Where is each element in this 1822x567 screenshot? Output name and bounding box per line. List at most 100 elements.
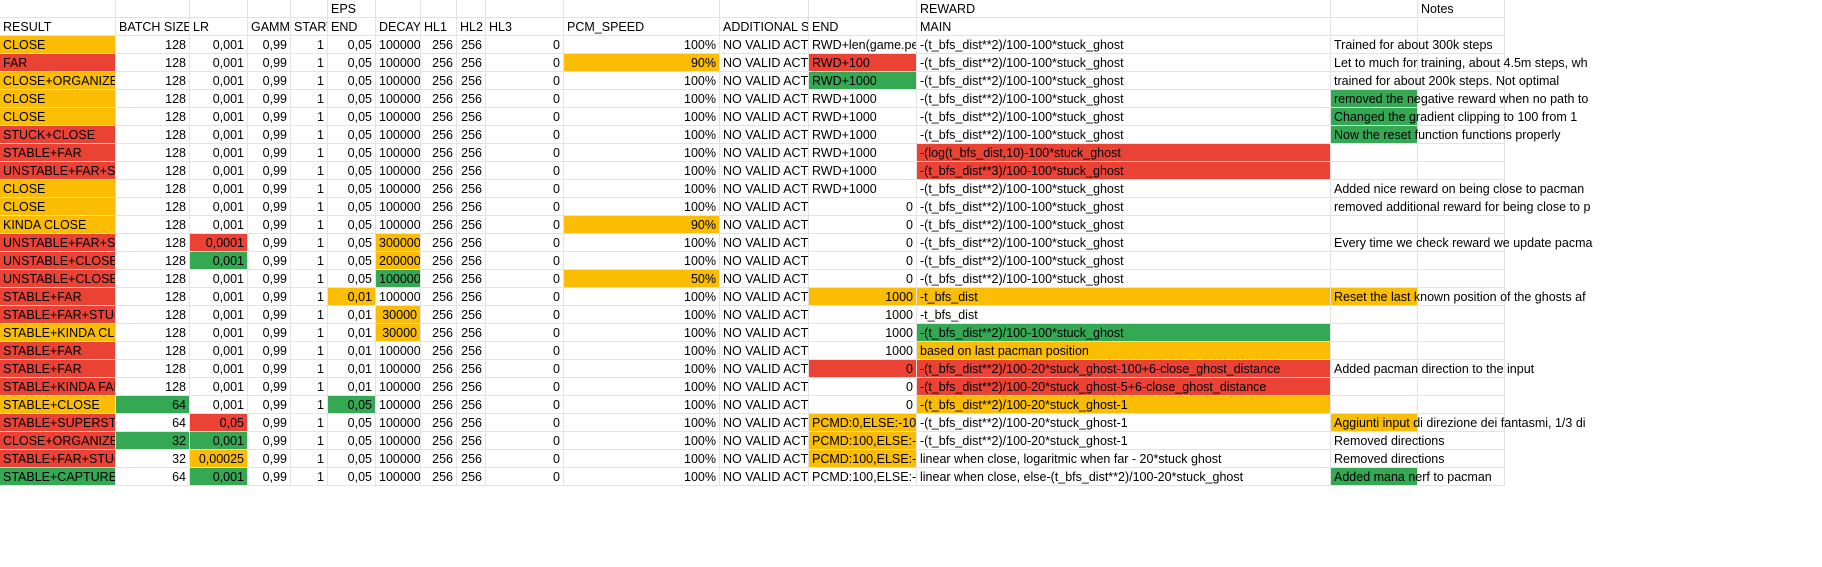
cell-hl1[interactable]: 256 [421, 54, 457, 72]
cell-gamma[interactable]: 0,99 [248, 378, 291, 396]
cell-reward-end[interactable]: RWD+1000 [809, 126, 917, 144]
cell-gamma[interactable]: 0,99 [248, 198, 291, 216]
cell-result[interactable]: CLOSE+ORGANIZED [0, 72, 116, 90]
cell-gamma[interactable]: 0,99 [248, 306, 291, 324]
cell-additional-se[interactable]: NO VALID ACTI [720, 180, 809, 198]
cell-additional-se[interactable]: NO VALID ACTI [720, 288, 809, 306]
cell-pcm-speed[interactable]: 100% [564, 378, 720, 396]
cell-notes[interactable]: Let to much for training, about 4.5m ste… [1331, 54, 1588, 72]
cell-lr[interactable]: 0,0001 [190, 234, 248, 252]
cell-hl1[interactable]: 256 [421, 36, 457, 54]
empty-cell[interactable] [1418, 252, 1505, 270]
cell-pcm-speed[interactable]: 100% [564, 468, 720, 486]
cell-start[interactable]: 1 [291, 144, 328, 162]
cell-notes[interactable]: Trained for about 300k steps [1331, 36, 1493, 54]
cell-result[interactable]: STABLE+KINDA CLOS [0, 324, 116, 342]
cell-reward-main[interactable]: -(t_bfs_dist**2)/100-20*stuck_ghost-1 [917, 432, 1331, 450]
cell-lr[interactable]: 0,001 [190, 90, 248, 108]
cell-reward-end[interactable]: 1000 [809, 342, 917, 360]
cell-notes[interactable] [1331, 378, 1418, 396]
cell-hl1[interactable]: 256 [421, 198, 457, 216]
cell-gamma[interactable]: 0,99 [248, 216, 291, 234]
cell-result[interactable]: STABLE+FAR [0, 342, 116, 360]
cell-gamma[interactable]: 0,99 [248, 432, 291, 450]
cell-lr[interactable]: 0,001 [190, 432, 248, 450]
empty-cell[interactable] [1418, 342, 1505, 360]
cell-decay[interactable]: 100000 [376, 270, 421, 288]
cell-hl2[interactable]: 256 [457, 324, 486, 342]
cell-lr[interactable]: 0,05 [190, 414, 248, 432]
empty-cell[interactable] [1418, 396, 1505, 414]
cell-reward-main[interactable]: -(t_bfs_dist**2)/100-100*stuck_ghost [917, 126, 1331, 144]
cell-reward-end[interactable]: 0 [809, 378, 917, 396]
cell-additional-se[interactable]: NO VALID ACTI [720, 360, 809, 378]
cell-reward-main[interactable]: -t_bfs_dist [917, 288, 1331, 306]
empty-cell[interactable] [376, 0, 421, 18]
cell-hl1[interactable]: 256 [421, 360, 457, 378]
cell-hl2[interactable]: 256 [457, 234, 486, 252]
cell-start[interactable]: 1 [291, 54, 328, 72]
cell-hl3[interactable]: 0 [486, 468, 564, 486]
cell-reward-end[interactable]: RWD+1000 [809, 144, 917, 162]
cell-hl1[interactable]: 256 [421, 252, 457, 270]
cell-batch-size[interactable]: 128 [116, 36, 190, 54]
cell-start[interactable]: 1 [291, 360, 328, 378]
empty-cell[interactable] [1418, 198, 1505, 216]
cell-additional-se[interactable]: NO VALID ACTI [720, 72, 809, 90]
cell-batch-size[interactable]: 128 [116, 234, 190, 252]
cell-notes[interactable] [1331, 216, 1418, 234]
cell-reward-main[interactable]: -(t_bfs_dist**2)/100-100*stuck_ghost [917, 90, 1331, 108]
cell-hl3[interactable]: 0 [486, 378, 564, 396]
cell-hl2[interactable]: 256 [457, 144, 486, 162]
cell-start[interactable]: 1 [291, 198, 328, 216]
cell-reward-main[interactable]: -(t_bfs_dist**2)/100-20*stuck_ghost-1 [917, 396, 1331, 414]
cell-hl3[interactable]: 0 [486, 216, 564, 234]
cell-additional-se[interactable]: NO VALID ACTI [720, 162, 809, 180]
cell-reward-main[interactable]: -(t_bfs_dist**2)/100-20*stuck_ghost-100+… [917, 360, 1331, 378]
cell-lr[interactable]: 0,001 [190, 396, 248, 414]
cell-batch-size[interactable]: 128 [116, 378, 190, 396]
cell-notes[interactable]: Every time we check reward we update pac… [1331, 234, 1592, 252]
cell-hl2[interactable]: 256 [457, 252, 486, 270]
cell-hl1[interactable]: 256 [421, 288, 457, 306]
cell-additional-se[interactable]: NO VALID ACTI [720, 324, 809, 342]
cell-decay[interactable]: 100000 [376, 72, 421, 90]
cell-hl1[interactable]: 256 [421, 468, 457, 486]
cell-decay[interactable]: 100000 [376, 90, 421, 108]
empty-cell[interactable] [809, 0, 917, 18]
empty-cell[interactable] [1418, 468, 1505, 486]
header-gamma[interactable]: GAMMA [248, 18, 291, 36]
empty-cell[interactable] [1331, 0, 1418, 18]
cell-decay[interactable]: 100000 [376, 360, 421, 378]
cell-hl1[interactable]: 256 [421, 180, 457, 198]
cell-batch-size[interactable]: 128 [116, 90, 190, 108]
cell-notes[interactable] [1331, 324, 1418, 342]
cell-gamma[interactable]: 0,99 [248, 72, 291, 90]
cell-reward-end[interactable]: 0 [809, 270, 917, 288]
cell-hl2[interactable]: 256 [457, 360, 486, 378]
cell-additional-se[interactable]: NO VALID ACTI [720, 216, 809, 234]
cell-hl1[interactable]: 256 [421, 324, 457, 342]
cell-result[interactable]: STABLE+KINDA FAR [0, 378, 116, 396]
cell-batch-size[interactable]: 128 [116, 270, 190, 288]
cell-pcm-speed[interactable]: 90% [564, 216, 720, 234]
cell-lr[interactable]: 0,001 [190, 72, 248, 90]
cell-pcm-speed[interactable]: 100% [564, 72, 720, 90]
cell-end[interactable]: 0,05 [328, 198, 376, 216]
cell-start[interactable]: 1 [291, 162, 328, 180]
cell-notes[interactable] [1331, 252, 1418, 270]
cell-reward-end[interactable]: 0 [809, 216, 917, 234]
cell-result[interactable]: STABLE+CLOSE [0, 396, 116, 414]
cell-hl1[interactable]: 256 [421, 378, 457, 396]
cell-hl2[interactable]: 256 [457, 108, 486, 126]
cell-reward-main[interactable]: linear when close, logaritmic when far -… [917, 450, 1331, 468]
header-hl1[interactable]: HL1 [421, 18, 457, 36]
cell-gamma[interactable]: 0,99 [248, 468, 291, 486]
cell-hl2[interactable]: 256 [457, 468, 486, 486]
cell-batch-size[interactable]: 128 [116, 216, 190, 234]
cell-decay[interactable]: 30000 [376, 306, 421, 324]
cell-decay[interactable]: 100000 [376, 414, 421, 432]
header-pcm-speed[interactable]: PCM_SPEED [564, 18, 720, 36]
cell-decay[interactable]: 100000 [376, 342, 421, 360]
cell-end[interactable]: 0,05 [328, 54, 376, 72]
